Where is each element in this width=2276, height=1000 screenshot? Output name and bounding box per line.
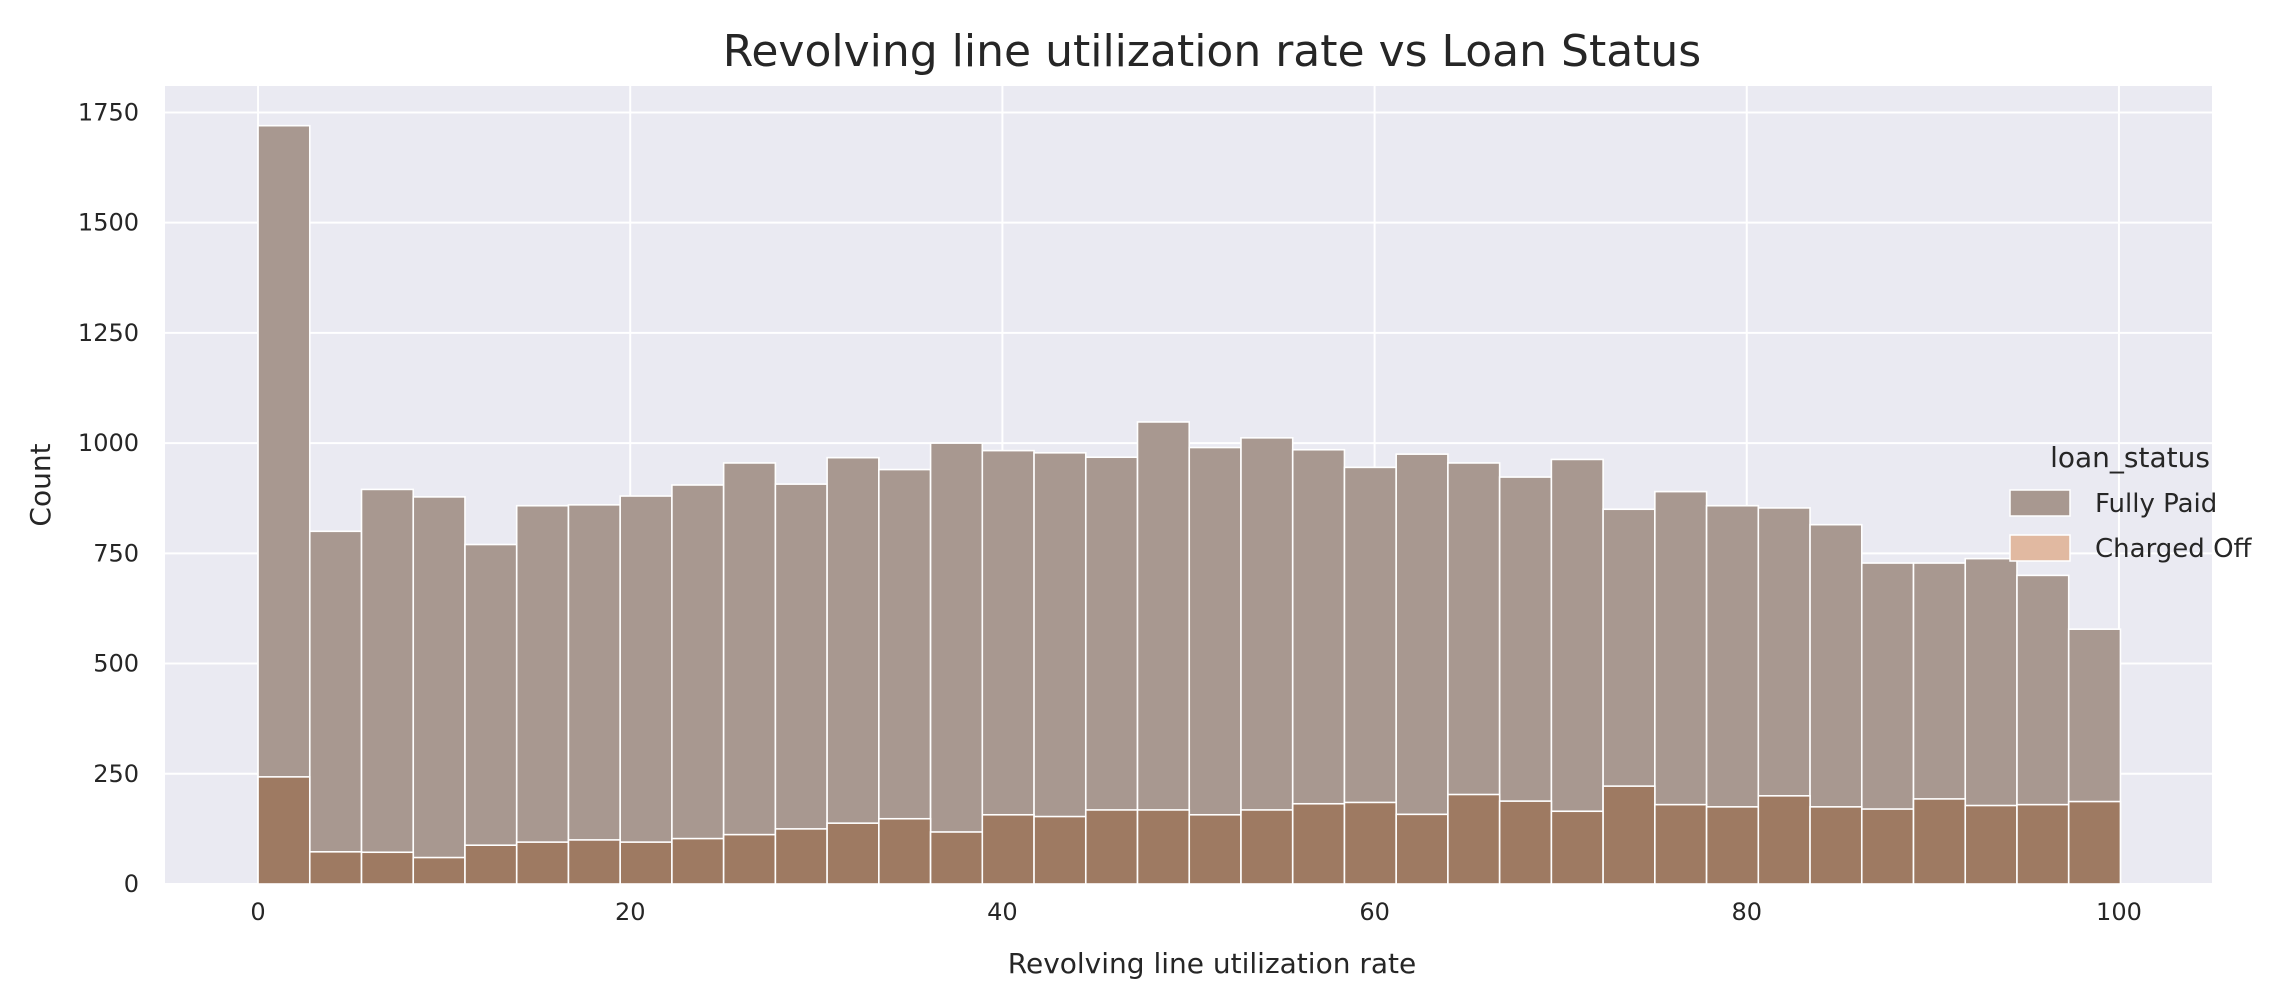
bar-charged-off xyxy=(826,822,880,885)
x-tick-label: 60 xyxy=(1359,898,1390,926)
bar-fully-paid xyxy=(981,449,1035,885)
bar-fully-paid xyxy=(515,504,570,885)
bar-charged-off xyxy=(1498,800,1553,885)
legend-title: loan_status xyxy=(2050,441,2210,474)
y-tick-label: 1000 xyxy=(78,429,139,457)
bar-charged-off xyxy=(1964,804,2018,885)
bar-charged-off xyxy=(1188,813,1242,885)
bar-charged-off xyxy=(1809,806,1863,885)
x-tick-labels: 0 20 40 60 80 100 xyxy=(250,898,2141,926)
legend-label-charged-off: Charged Off xyxy=(2095,534,2253,564)
bar-fully-paid xyxy=(412,496,466,885)
bar-charged-off xyxy=(1602,785,1656,885)
bar-charged-off xyxy=(515,841,570,885)
y-tick-labels: 0 250 500 750 1000 1250 1500 1750 xyxy=(78,98,139,898)
bar-charged-off xyxy=(981,813,1035,885)
y-tick-label: 1250 xyxy=(78,319,139,347)
bar-charged-off xyxy=(464,844,518,885)
bar-fully-paid xyxy=(619,495,673,885)
legend-swatch-charged-off xyxy=(2009,534,2071,562)
bar-charged-off xyxy=(1860,808,1915,885)
bar-charged-off xyxy=(878,817,932,885)
bar-charged-off xyxy=(1654,803,1708,885)
y-tick-label: 0 xyxy=(124,870,139,898)
bars-charged-off xyxy=(257,776,2122,885)
bar-fully-paid xyxy=(722,462,777,885)
bar-charged-off xyxy=(929,831,984,885)
bar-charged-off xyxy=(1084,809,1139,885)
y-tick-label: 250 xyxy=(93,760,139,788)
bar-fully-paid xyxy=(1395,453,1449,885)
bar-charged-off xyxy=(308,851,363,885)
chart-title: Revolving line utilization rate vs Loan … xyxy=(723,26,1701,77)
bar-charged-off xyxy=(360,851,415,885)
y-tick-label: 750 xyxy=(93,539,139,567)
bar-fully-paid xyxy=(1033,452,1087,885)
bar-charged-off xyxy=(567,839,621,885)
bar-charged-off xyxy=(1343,801,1397,885)
bar-charged-off xyxy=(1033,815,1087,885)
bar-charged-off xyxy=(1291,802,1346,885)
bar-fully-paid xyxy=(567,504,621,885)
legend-swatch-fully-paid xyxy=(2009,489,2071,517)
legend-label-fully-paid: Fully Paid xyxy=(2095,489,2217,519)
x-tick-label: 20 xyxy=(615,898,646,926)
bar-charged-off xyxy=(1705,806,1760,885)
legend: loan_status Fully Paid Charged Off xyxy=(2009,441,2253,564)
bar-charged-off xyxy=(1136,809,1191,885)
bar-fully-paid xyxy=(671,484,725,885)
bar-fully-paid xyxy=(1188,446,1242,885)
bar-charged-off xyxy=(671,837,725,885)
bar-charged-off xyxy=(1912,798,1967,885)
y-tick-label: 1750 xyxy=(78,98,139,126)
bar-charged-off xyxy=(1757,795,1811,885)
bar-fully-paid xyxy=(826,456,880,885)
bar-charged-off xyxy=(1240,809,1294,885)
bar-fully-paid xyxy=(308,530,363,885)
x-tick-label: 80 xyxy=(1731,898,1762,926)
bar-charged-off xyxy=(257,776,311,885)
bar-charged-off xyxy=(2067,800,2122,885)
bar-fully-paid xyxy=(257,124,311,885)
bar-charged-off xyxy=(412,856,466,885)
x-tick-label: 100 xyxy=(2096,898,2142,926)
bar-charged-off xyxy=(2016,803,2070,885)
bar-charged-off xyxy=(1550,810,1604,885)
y-axis-label: Count xyxy=(24,443,57,526)
x-tick-label: 0 xyxy=(250,898,265,926)
y-tick-label: 1500 xyxy=(78,209,139,237)
bar-charged-off xyxy=(1447,793,1501,885)
bar-charged-off xyxy=(619,841,673,885)
bar-fully-paid xyxy=(774,483,828,885)
bar-charged-off xyxy=(1395,813,1449,885)
bar-charged-off xyxy=(774,828,828,885)
x-tick-label: 40 xyxy=(987,898,1018,926)
bar-charged-off xyxy=(722,833,777,885)
bar-fully-paid xyxy=(464,543,518,885)
x-axis-label: Revolving line utilization rate xyxy=(1008,947,1416,980)
bar-fully-paid xyxy=(929,442,984,885)
y-tick-label: 500 xyxy=(93,650,139,678)
bar-fully-paid xyxy=(360,488,415,885)
